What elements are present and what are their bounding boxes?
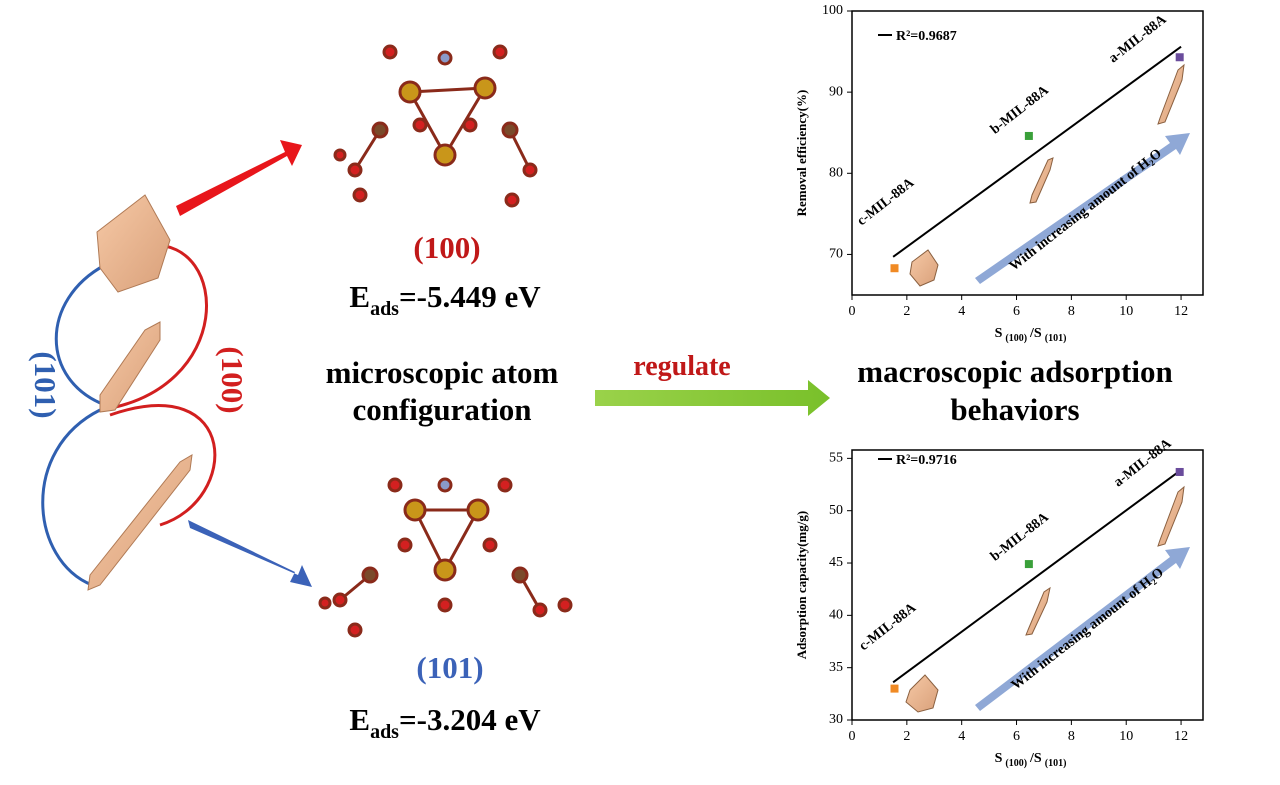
x-tick-label: 6	[1013, 729, 1020, 744]
x-tick-label: 8	[1068, 304, 1075, 319]
legend-label: R²=0.9687	[896, 29, 957, 44]
x-tick-label: 0	[849, 729, 856, 744]
facet-label: (100)	[215, 346, 250, 413]
x-tick-label: 10	[1119, 729, 1133, 744]
x-tick-label: 2	[903, 304, 910, 319]
x-tick-label: 6	[1013, 304, 1020, 319]
annotation: b-MIL-88A	[988, 509, 1052, 564]
x-axis-title: S (100)/S (101)	[995, 326, 1067, 344]
caption: configuration	[352, 392, 531, 427]
y-tick-label: 55	[829, 451, 843, 466]
point	[1024, 560, 1033, 569]
annotation: c-MIL-88A	[857, 600, 920, 654]
x-axis-title-part: (101)	[1045, 758, 1067, 769]
annotation: b-MIL-88A	[988, 82, 1052, 137]
facet-title: (100)	[413, 230, 480, 265]
energy-symbol: E	[349, 279, 370, 314]
annotation: c-MIL-88A	[855, 175, 918, 229]
molecule	[318, 477, 573, 638]
x-axis-title-part: S	[995, 751, 1003, 766]
y-axis-title: Adsorption capacity(mg/g)	[794, 511, 809, 659]
arrow-label: regulate	[633, 351, 730, 382]
crystal	[87, 454, 193, 591]
point	[1024, 131, 1033, 140]
y-tick-label: 80	[829, 166, 843, 181]
point	[1175, 467, 1184, 476]
energy: Eads=-5.449 eV	[349, 279, 541, 320]
y-tick-label: 30	[829, 712, 843, 727]
caption: microscopic atom	[326, 355, 559, 390]
y-tick-label: 70	[829, 247, 843, 262]
x-axis-title-part: S	[995, 326, 1003, 341]
x-axis-title: S (100)/S (101)	[995, 751, 1067, 769]
y-tick-label: 35	[829, 660, 843, 675]
plot-frame	[851, 449, 1204, 721]
point	[890, 264, 899, 273]
x-tick-label: 4	[958, 304, 965, 319]
crystal-diagram: (101) (100)	[28, 140, 312, 591]
x-tick-label: 4	[958, 729, 965, 744]
y-tick-label: 90	[829, 84, 843, 99]
energy-sub: ads	[370, 721, 399, 743]
energy-sub: ads	[370, 298, 399, 320]
point	[890, 684, 899, 693]
annotation: a-MIL-88A	[1106, 12, 1170, 67]
x-axis-title-part: (101)	[1045, 333, 1067, 344]
arc	[109, 404, 217, 527]
x-tick-label: 8	[1068, 729, 1075, 744]
plot-frame	[851, 10, 1204, 296]
annotation: With increasing amount of H₂O	[1007, 146, 1165, 274]
arrow	[188, 520, 312, 587]
molecule	[333, 44, 538, 208]
point	[1175, 53, 1184, 62]
legend-label: R²=0.9716	[896, 453, 957, 468]
x-tick-label: 12	[1174, 304, 1188, 319]
y-axis-title: Removal efficiency(%)	[794, 90, 809, 217]
x-tick-label: 2	[903, 729, 910, 744]
energy-symbol: E	[349, 702, 370, 737]
fit-line	[892, 469, 1182, 684]
chart-crystals	[905, 63, 1185, 713]
arrow	[176, 140, 302, 216]
energy: Eads=-3.204 eV	[349, 702, 541, 743]
facet-label: (101)	[28, 351, 63, 418]
x-axis-title-part: (100)	[1005, 333, 1027, 344]
energy-value: =-3.204 eV	[399, 702, 541, 737]
facet-title: (101)	[416, 650, 483, 685]
y-tick-label: 50	[829, 503, 843, 518]
arc	[99, 243, 209, 412]
x-tick-label: 12	[1174, 729, 1188, 744]
fit-line	[892, 45, 1182, 258]
trend-arrow	[975, 547, 1190, 711]
x-axis-title-part: /S	[1029, 326, 1042, 341]
arrow	[595, 380, 830, 416]
x-tick-label: 0	[849, 304, 856, 319]
energy-value: =-5.449 eV	[399, 279, 541, 314]
x-tick-label: 10	[1119, 304, 1133, 319]
crystal	[96, 194, 171, 293]
x-axis-title-part: /S	[1029, 751, 1042, 766]
caption: behaviors	[950, 392, 1079, 427]
arc	[54, 263, 106, 407]
crystal	[99, 321, 161, 413]
y-tick-label: 40	[829, 608, 843, 623]
caption: macroscopic adsorption	[857, 354, 1172, 389]
trend-arrow	[975, 133, 1190, 284]
y-tick-label: 45	[829, 555, 843, 570]
arc	[41, 408, 101, 587]
y-tick-label: 100	[822, 3, 843, 18]
x-axis-title-part: (100)	[1005, 758, 1027, 769]
